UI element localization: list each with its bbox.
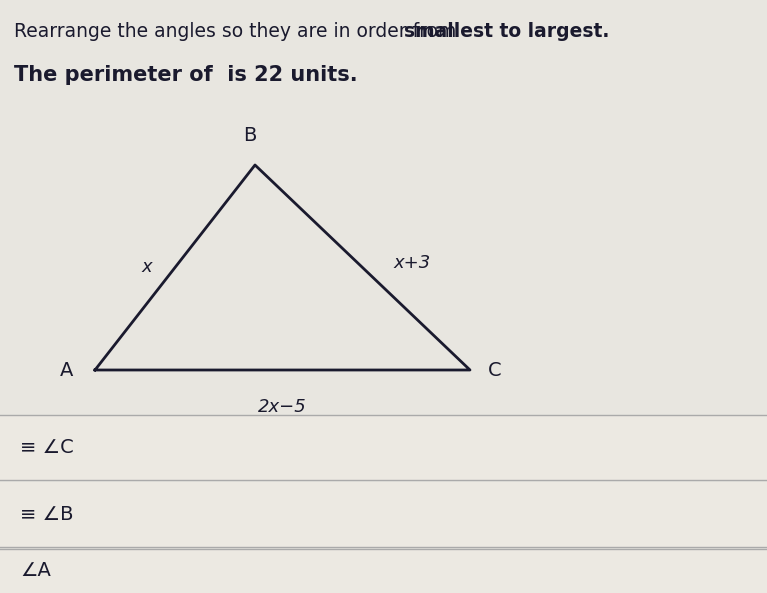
Text: The perimeter of  is 22 units.: The perimeter of is 22 units. [14, 65, 357, 85]
Bar [0, 415, 767, 480]
Text: C: C [488, 361, 502, 380]
Text: 2x−5: 2x−5 [258, 398, 307, 416]
Text: ∠A: ∠A [20, 562, 51, 581]
Text: smallest to largest.: smallest to largest. [404, 22, 609, 41]
Text: A: A [60, 361, 73, 380]
Text: ≡ ∠B: ≡ ∠B [20, 505, 74, 524]
Bar [0, 482, 767, 547]
Text: x+3: x+3 [394, 253, 431, 272]
Text: x: x [142, 259, 153, 276]
Text: B: B [243, 126, 257, 145]
Bar [0, 549, 767, 593]
Text: ≡ ∠C: ≡ ∠C [20, 438, 74, 457]
Text: Rearrange the angles so they are in order from: Rearrange the angles so they are in orde… [14, 22, 463, 41]
